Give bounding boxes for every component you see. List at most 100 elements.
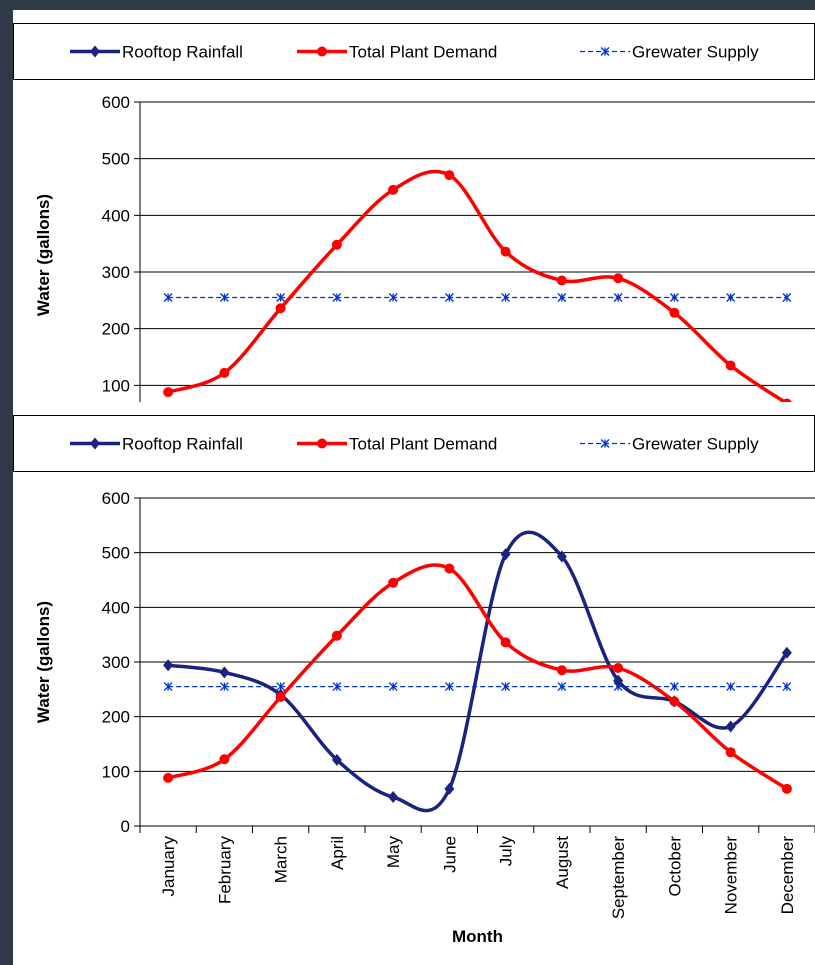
legend-marker	[600, 439, 610, 448]
x-tick-label: September	[609, 836, 628, 919]
data-point	[219, 666, 230, 679]
x-tick-label: November	[722, 836, 741, 915]
y-tick-label: 300	[102, 263, 130, 282]
data-point	[444, 170, 455, 181]
y-tick-label: 600	[102, 93, 130, 112]
data-point	[163, 659, 174, 672]
y-tick-label: 300	[102, 653, 130, 672]
data-point	[219, 367, 230, 378]
x-tick-label: April	[328, 836, 347, 870]
legend-label: Rooftop Rainfall	[122, 435, 243, 454]
y-tick-label: 100	[102, 762, 130, 781]
data-point	[726, 293, 736, 302]
data-point	[275, 303, 286, 314]
data-point	[557, 293, 567, 302]
series-grewater-supply	[163, 293, 792, 302]
data-point	[388, 682, 398, 692]
y-tick-label: 500	[102, 150, 130, 169]
data-point	[782, 293, 792, 302]
data-point	[388, 293, 398, 302]
data-point	[332, 293, 342, 302]
legend-item: Grewater Supply	[580, 435, 759, 454]
series-rooftop-rainfall	[163, 530, 792, 813]
data-point	[388, 184, 399, 195]
series-line	[167, 169, 788, 402]
legend-label: Total Plant Demand	[349, 43, 497, 62]
x-axis-title: Month	[452, 927, 503, 946]
x-tick-label: February	[215, 836, 234, 905]
y-tick-label: 200	[102, 708, 130, 727]
y-tick-label: 600	[102, 489, 130, 508]
legend-box	[13, 23, 815, 80]
data-point	[388, 791, 399, 804]
legend-item: Rooftop Rainfall	[70, 43, 243, 62]
y-tick-label: 400	[102, 598, 130, 617]
data-point	[219, 682, 229, 692]
x-tick-label: December	[778, 836, 797, 915]
data-point	[331, 753, 342, 766]
y-axis-title: Water (gallons)	[34, 194, 53, 316]
y-tick-label: 100	[102, 376, 130, 395]
data-point	[781, 783, 792, 794]
data-point	[669, 293, 679, 302]
data-point	[219, 754, 230, 765]
data-point	[163, 387, 174, 398]
data-point	[725, 360, 736, 371]
data-point	[669, 682, 679, 692]
series-total-plant-demand	[163, 169, 792, 402]
legend-item: Total Plant Demand	[297, 435, 497, 454]
y-tick-label: 500	[102, 544, 130, 563]
data-point	[500, 548, 511, 561]
series-total-plant-demand	[163, 563, 792, 794]
data-point	[331, 239, 342, 250]
data-point	[556, 275, 567, 286]
legend-label: Grewater Supply	[632, 43, 759, 62]
data-point	[613, 273, 624, 284]
rainfall-demand-chart-svg: Rooftop Rainfall Total Plant Demand Grewat…	[13, 415, 815, 946]
data-point	[332, 682, 342, 692]
data-point	[444, 293, 454, 302]
legend-item: Grewater Supply	[580, 43, 759, 62]
data-point	[219, 293, 229, 302]
x-tick-label: January	[159, 836, 178, 897]
plant-demand-chart: Rooftop Rainfall Total Plant Demand Grewat…	[13, 10, 815, 402]
data-point	[501, 682, 511, 692]
x-tick-label: March	[272, 836, 291, 883]
data-point	[782, 682, 792, 692]
data-point	[444, 682, 454, 692]
chart-frame: Rooftop Rainfall Total Plant Demand Grewat…	[13, 10, 815, 965]
y-tick-label: 200	[102, 320, 130, 339]
legend-marker	[90, 437, 100, 450]
legend: Rooftop Rainfall Total Plant Demand Grewat…	[13, 415, 815, 472]
x-tick-label: October	[665, 836, 684, 897]
legend-marker	[317, 46, 327, 57]
data-point	[613, 674, 624, 687]
data-point	[782, 398, 792, 402]
x-tick-label: May	[384, 836, 403, 869]
x-axis: January February March April May June July Augu…	[139, 825, 815, 919]
data-point	[613, 293, 623, 302]
data-point	[500, 637, 511, 648]
legend-item: Total Plant Demand	[297, 43, 497, 62]
series-line	[167, 563, 788, 791]
data-point	[556, 665, 567, 676]
legend-label: Total Plant Demand	[349, 435, 497, 454]
data-point	[444, 563, 455, 574]
data-point	[331, 630, 342, 641]
data-point	[163, 682, 173, 692]
legend-label: Rooftop Rainfall	[122, 43, 243, 62]
plant-demand-chart-svg: Rooftop Rainfall Total Plant Demand Grewat…	[13, 23, 815, 402]
y-grid: 0 100 200 300 400 500 600	[102, 489, 815, 836]
y-tick-label: 400	[102, 206, 130, 225]
data-point	[276, 293, 286, 302]
data-point	[613, 663, 624, 674]
data-point	[500, 246, 511, 257]
x-tick-label: June	[440, 836, 459, 873]
x-tick-label: July	[497, 836, 516, 867]
rainfall-demand-chart: Rooftop Rainfall Total Plant Demand Grewat…	[13, 402, 815, 965]
data-point	[163, 293, 173, 302]
data-point	[163, 772, 174, 783]
data-point	[556, 550, 567, 563]
data-point	[669, 696, 680, 707]
x-tick-label: August	[553, 836, 572, 889]
